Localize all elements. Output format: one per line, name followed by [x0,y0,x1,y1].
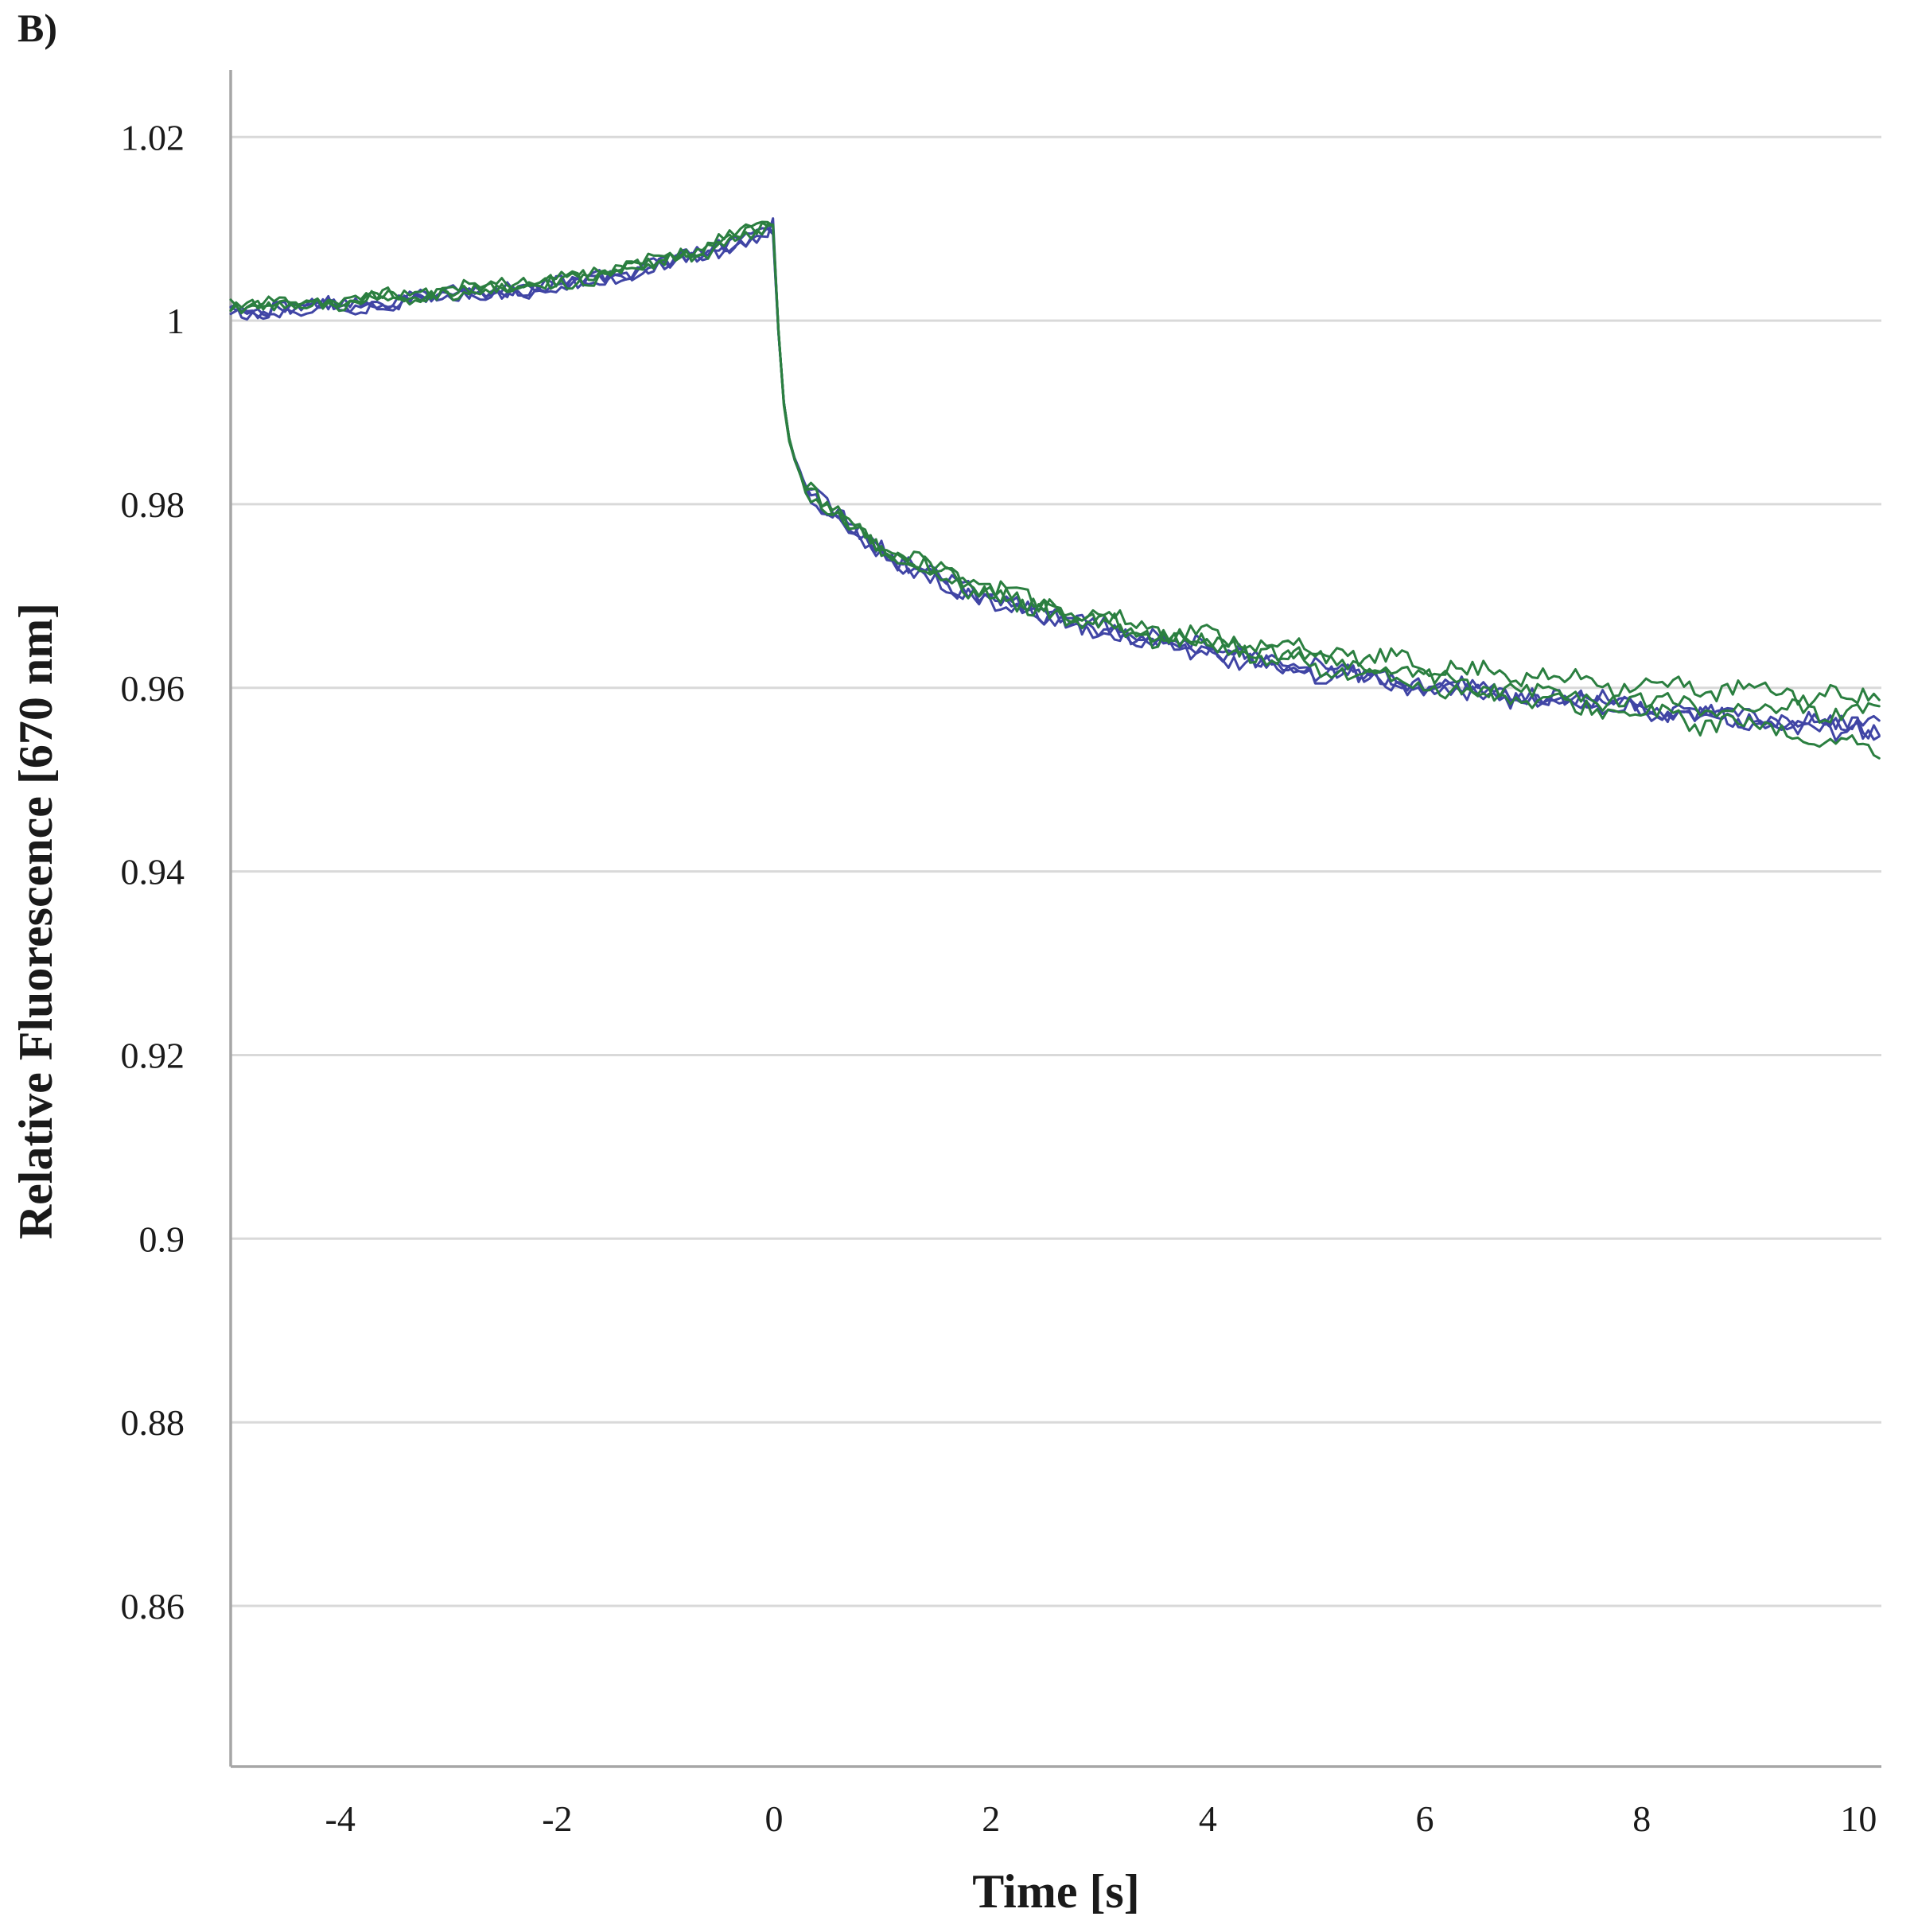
y-tick-label: 0.96 [121,668,185,709]
x-tick-label: 8 [1632,1798,1651,1839]
y-tick-label: 1.02 [121,117,185,157]
x-tick-label: -2 [542,1798,572,1839]
x-tick-label: 2 [982,1798,1000,1839]
trace-green-replicate-2 [229,223,1881,724]
x-tick-label: 4 [1199,1798,1217,1839]
x-tick-label: 6 [1416,1798,1434,1839]
trace-blue-replicate-2 [229,227,1881,742]
trace-blue-replicate-3 [229,217,1881,740]
y-tick-label: 0.92 [121,1036,185,1076]
y-axis-title: Relative Fluorescence [670 nm] [10,602,62,1240]
y-tick-label: 1 [166,301,185,341]
x-tick-label: -4 [325,1798,356,1839]
x-tick-label: 0 [765,1798,784,1839]
y-tick-label: 0.86 [121,1586,185,1627]
y-tick-label: 0.9 [139,1219,185,1259]
trace-blue-replicate-1 [229,226,1881,736]
y-tick-label: 0.88 [121,1402,185,1443]
y-tick-label: 0.94 [121,852,185,892]
x-axis-title: Time [s] [972,1865,1140,1918]
y-tick-label: 0.98 [121,484,185,525]
figure-label: B) [18,6,57,50]
x-tick-label: 10 [1840,1798,1877,1839]
trace-green-replicate-3 [229,221,1881,760]
